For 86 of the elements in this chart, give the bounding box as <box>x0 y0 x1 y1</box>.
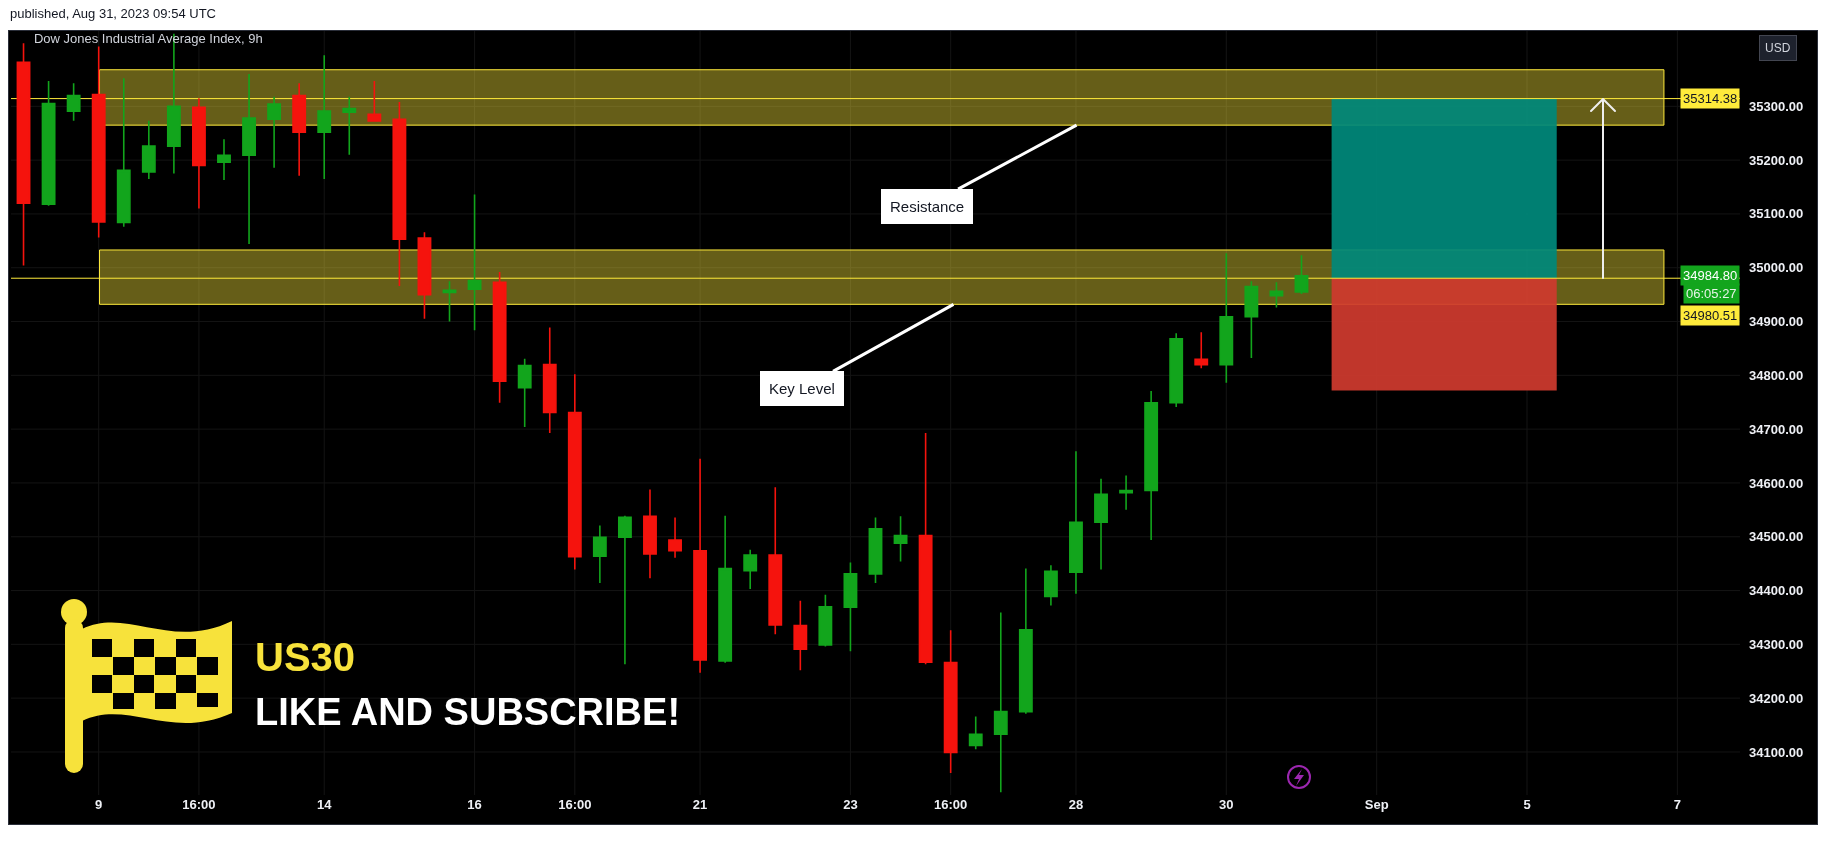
candlestick <box>66 82 81 122</box>
y-tick-label: 34300.00 <box>1749 636 1804 652</box>
candlestick <box>292 82 307 177</box>
text: USD <box>1765 41 1791 55</box>
x-tick-label: Sep <box>1364 797 1389 812</box>
candlestick <box>1194 331 1209 370</box>
x-tick-label: 5 <box>1523 797 1531 812</box>
candlestick <box>993 611 1008 794</box>
candlestick <box>718 514 733 664</box>
y-tick-label: 34600.00 <box>1749 475 1804 491</box>
candlestick <box>317 54 332 180</box>
candlestick <box>192 97 206 210</box>
y-tick-label: 34200.00 <box>1749 690 1804 706</box>
y-tick-label: 35100.00 <box>1749 206 1804 222</box>
y-tick-label: 35000.00 <box>1749 260 1804 276</box>
candlestick <box>893 515 908 563</box>
candlestick <box>542 326 557 434</box>
candlestick <box>1043 564 1058 607</box>
candlestick <box>392 101 407 287</box>
candlestick <box>91 45 106 239</box>
annotation: US30 <box>255 635 356 679</box>
text: published, Aug 31, 2023 09:54 UTC <box>10 6 216 21</box>
y-tick-label: 34500.00 <box>1749 529 1804 545</box>
band-label: Key Level <box>769 380 835 397</box>
candlestick <box>943 629 958 774</box>
candlestick <box>467 193 482 331</box>
candlestick <box>843 561 858 653</box>
x-tick-label: 14 <box>316 797 333 812</box>
candlestick <box>1069 450 1083 595</box>
y-tick-label: 34700.00 <box>1749 421 1804 437</box>
x-tick-label: 28 <box>1068 797 1084 812</box>
y-tick-label: 34400.00 <box>1749 583 1804 599</box>
candlestick <box>1169 332 1184 408</box>
candlestick <box>342 95 357 156</box>
x-tick-label: 16:00 <box>934 797 968 812</box>
candlestick <box>968 715 983 751</box>
candlestick <box>242 73 256 245</box>
x-tick-label: 16:00 <box>182 797 216 812</box>
annotation: 06:05:27 <box>1686 286 1737 301</box>
ref-line-label: 35314.38 <box>1683 91 1738 106</box>
annotation: 34984.80 <box>1683 268 1738 283</box>
candlestick <box>1144 390 1159 541</box>
x-tick-label: 16:00 <box>558 797 592 812</box>
x-tick-label: 9 <box>95 797 103 812</box>
candlestick <box>617 514 632 666</box>
candlestick <box>818 594 833 648</box>
candlestick <box>592 524 607 584</box>
candlestick <box>693 457 708 674</box>
candlestick <box>643 488 657 579</box>
candlestick <box>267 95 282 169</box>
x-tick-label: 23 <box>843 797 858 812</box>
y-tick-label: 34900.00 <box>1749 314 1804 330</box>
y-tick-label: 34100.00 <box>1749 744 1804 760</box>
y-tick-label: 34800.00 <box>1749 367 1804 383</box>
candlestick <box>1269 281 1284 309</box>
candlestick <box>217 138 231 181</box>
band-label: Resistance <box>890 198 965 215</box>
candlestick <box>918 432 933 666</box>
candlestick <box>668 516 682 559</box>
candlestick <box>517 357 532 428</box>
candlestick <box>743 548 758 590</box>
candlestick <box>793 599 808 671</box>
candlestick <box>868 516 883 584</box>
x-tick-label: 21 <box>692 797 708 812</box>
candlestick <box>1219 252 1234 384</box>
x-tick-label: 30 <box>1219 797 1234 812</box>
candlestick <box>41 80 56 207</box>
candlestick <box>768 486 783 635</box>
candlestick <box>492 271 507 404</box>
candlestick <box>367 80 382 123</box>
candlestick <box>1294 254 1309 295</box>
candlestick <box>1119 474 1134 511</box>
x-tick-label: 16 <box>467 797 482 812</box>
candlestick <box>16 42 31 267</box>
candlestick <box>141 120 156 180</box>
y-tick-label: 35200.00 <box>1749 152 1804 168</box>
candlestick <box>116 77 131 228</box>
x-tick-label: 7 <box>1673 797 1681 812</box>
y-tick-label: 35300.00 <box>1749 98 1804 114</box>
candlestick <box>1094 477 1108 571</box>
ref-line-label: 34980.51 <box>1683 308 1738 323</box>
candlestick <box>417 231 432 320</box>
candlestick <box>1018 567 1033 715</box>
candlestick <box>567 373 582 571</box>
annotation: LIKE AND SUBSCRIBE! <box>255 691 681 733</box>
candlestick <box>1244 280 1259 359</box>
